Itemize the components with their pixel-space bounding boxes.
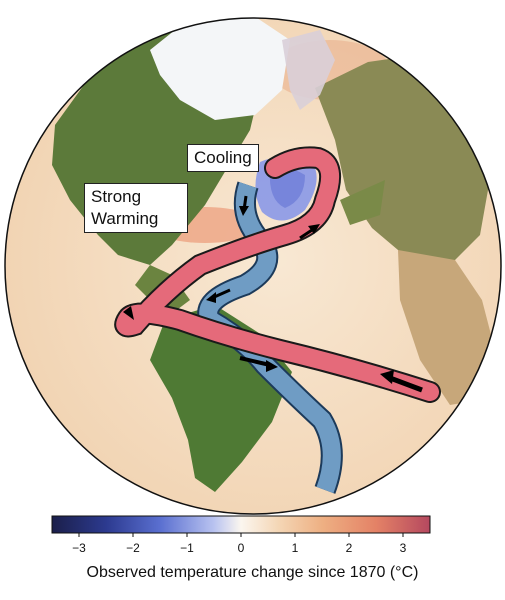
strong-warming-label: Strong Warming [84,183,188,233]
globe-surface [5,18,501,514]
globe-outline [4,17,502,515]
iberia [340,180,385,225]
colorbar-tick-label: 0 [238,541,245,555]
colorbar-title: Observed temperature change since 1870 (… [86,564,419,581]
greenland-ice [150,18,290,120]
colorbar-tick-label: −2 [126,541,140,555]
arctic-sea [282,30,335,110]
colorbar-tick-label: 1 [292,541,299,555]
arrow-head-cold-top [239,206,249,216]
arrow-head-cold-mid [206,292,216,303]
arrow-head-mid [266,360,278,372]
colorbar-tick-label: −3 [72,541,86,555]
colorbar-tick-label: −1 [180,541,194,555]
warm-current [116,148,439,401]
colorbar: −3 −2 −1 0 1 2 3 [51,515,431,555]
colorbar-tick-label: 3 [400,541,407,555]
sahara [398,250,495,405]
ocean-currents [114,146,441,494]
colorbar-tick-label: 2 [346,541,353,555]
arrow-shaft-mid [239,356,271,367]
arrow-head-east [380,370,394,384]
colorbar-gradient [51,515,431,534]
arrow-head-gulf [123,306,134,320]
colorbar-ticks: −3 −2 −1 0 1 2 3 [72,533,407,555]
arrow-head-north [308,224,320,234]
cooling-label: Cooling [187,144,259,172]
arrow-shaft-east [389,375,423,393]
